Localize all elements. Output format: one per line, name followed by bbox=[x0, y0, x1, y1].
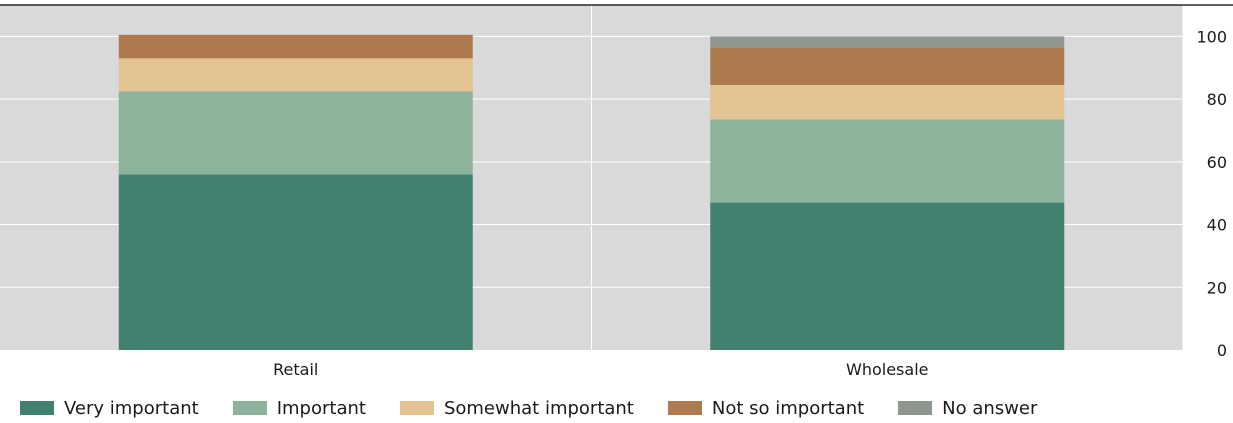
legend-item: Somewhat important bbox=[399, 397, 634, 419]
legend-swatch bbox=[667, 401, 702, 415]
y-axis-ticks: 0 20 40 60 80 100 bbox=[1196, 27, 1227, 360]
category-label: Wholesale bbox=[846, 360, 928, 379]
bar-segment-important-wholesale bbox=[710, 119, 1065, 203]
legend-swatch bbox=[20, 401, 54, 415]
y-tick-label: 0 bbox=[1217, 341, 1227, 360]
legend-label: Somewhat important bbox=[443, 397, 634, 419]
bar-segment-important-retail bbox=[118, 91, 473, 175]
bar-segment-not-so-important-wholesale bbox=[710, 47, 1065, 85]
y-tick-label: 100 bbox=[1196, 27, 1227, 46]
bars bbox=[118, 34, 1065, 350]
legend-swatch bbox=[232, 401, 267, 415]
bar-segment-very-important-retail bbox=[118, 174, 473, 350]
y-tick-label: 20 bbox=[1207, 278, 1227, 297]
category-label: Retail bbox=[273, 360, 318, 379]
legend-item: Very important bbox=[20, 398, 199, 419]
legend-label: Important bbox=[276, 397, 366, 419]
legend-swatch bbox=[399, 401, 434, 415]
legend-label: Not so important bbox=[711, 397, 865, 419]
x-axis-categories: Retail Wholesale bbox=[273, 360, 928, 379]
y-tick-label: 80 bbox=[1207, 90, 1227, 109]
bar-segment-no-answer-wholesale bbox=[710, 36, 1065, 48]
y-tick-label: 40 bbox=[1207, 216, 1227, 235]
legend-label: Very important bbox=[64, 397, 199, 419]
legend: Very important Important Somewhat importan… bbox=[0, 393, 1233, 423]
legend-item: No answer bbox=[898, 398, 1037, 419]
legend-item: Not so important bbox=[667, 397, 865, 419]
y-tick-label: 60 bbox=[1207, 153, 1227, 172]
bar-segment-somewhat-important-wholesale bbox=[710, 84, 1065, 120]
legend-label: No answer bbox=[942, 397, 1038, 419]
legend-swatch bbox=[898, 401, 933, 415]
bar-segment-somewhat-important-retail bbox=[118, 58, 473, 92]
stacked-bar-chart: 0 20 40 60 80 100 Retail Wholesale bbox=[0, 4, 1233, 379]
legend-item: Important bbox=[232, 397, 366, 419]
bar-segment-very-important-wholesale bbox=[710, 202, 1065, 350]
bar-segment-not-so-important-retail bbox=[118, 34, 473, 59]
